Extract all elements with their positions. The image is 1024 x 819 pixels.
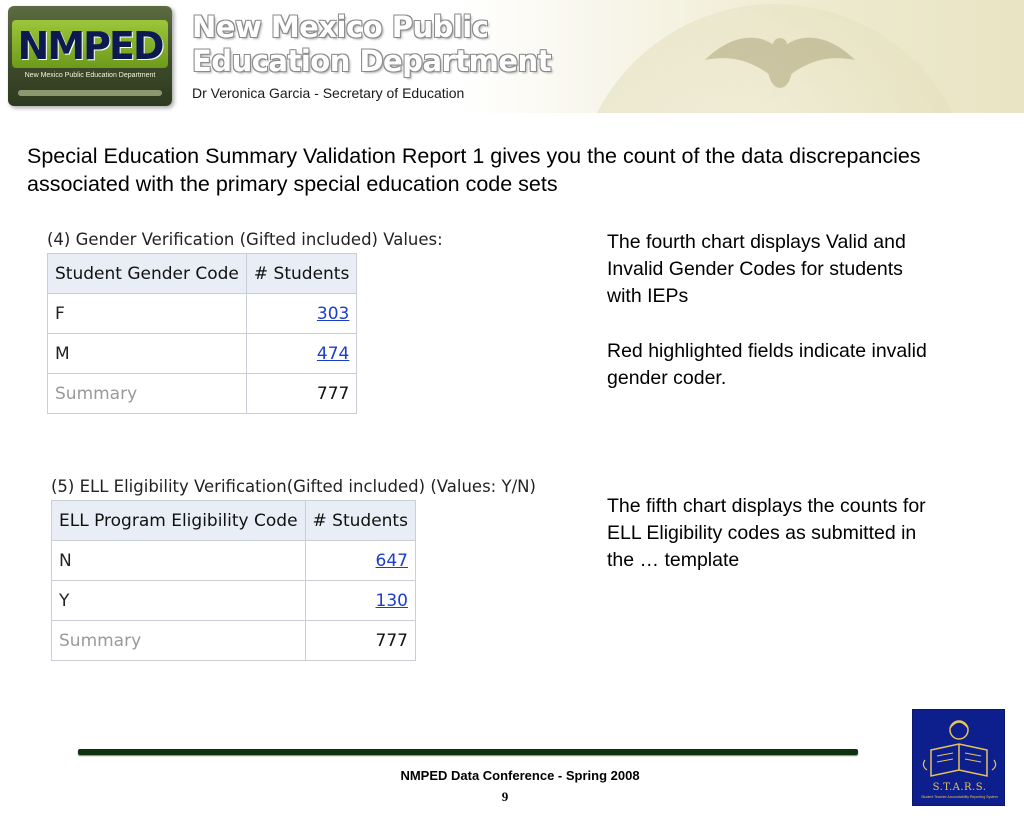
intro-text: Special Education Summary Validation Rep… bbox=[27, 144, 921, 196]
table-row: F 303 bbox=[47, 293, 358, 334]
gender-code-cell: M bbox=[47, 333, 247, 374]
summary-label: Summary bbox=[51, 620, 306, 661]
student-count-link[interactable]: 130 bbox=[375, 590, 408, 611]
table-header-row: Student Gender Code # Students bbox=[47, 253, 358, 294]
table-header-row: ELL Program Eligibility Code # Students bbox=[51, 500, 416, 541]
ell-code-cell: Y bbox=[51, 580, 306, 621]
student-count-cell: 303 bbox=[245, 293, 358, 334]
column-header: # Students bbox=[304, 500, 416, 541]
ell-table-caption: (5) ELL Eligibility Verification(Gifted … bbox=[51, 477, 536, 496]
summary-row: Summary 777 bbox=[47, 373, 358, 414]
ell-code-cell: N bbox=[51, 540, 306, 581]
student-count-link[interactable]: 303 bbox=[316, 303, 350, 324]
logo-plate bbox=[12, 20, 168, 68]
column-header: Student Gender Code bbox=[47, 253, 247, 294]
fifth-chart-note: The fifth chart displays the counts for … bbox=[607, 495, 926, 571]
table-row: Y 130 bbox=[51, 580, 416, 621]
header-banner: NMPED New Mexico Public Education Depart… bbox=[0, 0, 1024, 113]
stars-logo: S.T.A.R.S. Student Teacher Accountabilit… bbox=[912, 709, 1005, 806]
column-header: ELL Program Eligibility Code bbox=[51, 500, 306, 541]
student-count-cell: 647 bbox=[304, 540, 416, 581]
header-subtitle: Dr Veronica Garcia - Secretary of Educat… bbox=[192, 85, 465, 101]
nmped-logo: NMPED New Mexico Public Education Depart… bbox=[8, 6, 172, 106]
column-header: # Students bbox=[245, 253, 358, 294]
footer-conference-text: NMPED Data Conference - Spring 2008 bbox=[400, 768, 640, 783]
student-count-link[interactable]: 474 bbox=[316, 343, 350, 364]
summary-value: 777 bbox=[245, 373, 358, 414]
red-highlight-note: Red highlighted fields indicate invalid … bbox=[607, 340, 927, 389]
stars-logo-title: S.T.A.R.S. bbox=[932, 782, 987, 793]
header-title-line1: New Mexico Public bbox=[192, 10, 489, 44]
student-count-cell: 474 bbox=[245, 333, 358, 374]
eagle-watermark-icon bbox=[705, 37, 855, 88]
footer-divider bbox=[78, 749, 858, 755]
logo-subtext: New Mexico Public Education Department bbox=[24, 72, 156, 79]
summary-value: 777 bbox=[304, 620, 416, 661]
summary-row: Summary 777 bbox=[51, 620, 416, 661]
header-title-line2: Education Department bbox=[192, 44, 552, 78]
summary-label: Summary bbox=[47, 373, 247, 414]
fourth-chart-note: The fourth chart displays Valid and Inva… bbox=[607, 231, 906, 307]
gender-verification-table: Student Gender Code # Students F 303 M 4… bbox=[47, 253, 358, 414]
stars-logo-subtitle: Student Teacher Accountability Reporting… bbox=[921, 795, 998, 799]
logo-text: NMPED bbox=[17, 24, 165, 68]
table-row: N 647 bbox=[51, 540, 416, 581]
logo-bar bbox=[18, 90, 162, 96]
ell-eligibility-table: ELL Program Eligibility Code # Students … bbox=[51, 500, 416, 661]
gender-table-caption: (4) Gender Verification (Gifted included… bbox=[47, 230, 443, 249]
student-count-cell: 130 bbox=[304, 580, 416, 621]
student-count-link[interactable]: 647 bbox=[375, 550, 408, 571]
student-reading-icon bbox=[922, 720, 997, 777]
gender-code-cell: F bbox=[47, 293, 247, 334]
page-number: 9 bbox=[501, 789, 509, 804]
table-row: M 474 bbox=[47, 333, 358, 374]
